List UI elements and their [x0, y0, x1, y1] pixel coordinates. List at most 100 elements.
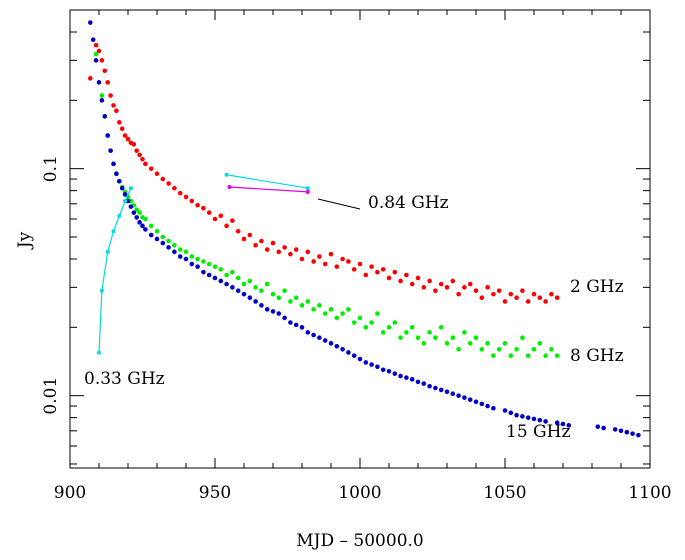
data-point: [195, 256, 200, 262]
data-point: [415, 379, 421, 385]
data-point: [282, 288, 287, 293]
data-point: [195, 202, 200, 208]
data-point: [299, 256, 305, 262]
data-point: [467, 341, 473, 346]
data-point: [105, 80, 110, 85]
data-point: [189, 261, 195, 267]
x-tick-label: 950: [199, 483, 231, 503]
data-point: [117, 178, 122, 184]
data-point: [177, 190, 183, 196]
data-point: [415, 335, 421, 341]
data-point: [305, 299, 311, 304]
data-point: [473, 288, 479, 293]
x-tick-label: 1000: [338, 483, 381, 503]
data-point: [148, 166, 154, 171]
data-point: [96, 48, 102, 54]
data-point: [123, 199, 128, 204]
data-point: [189, 254, 195, 259]
data-point: [276, 311, 282, 316]
data-point: [134, 148, 139, 153]
data-point: [183, 249, 189, 255]
data-point: [122, 192, 128, 197]
data-point: [201, 259, 206, 264]
data-point: [253, 242, 258, 248]
data-point: [537, 341, 543, 346]
data-point: [380, 330, 386, 335]
data-point: [543, 299, 548, 304]
data-point: [491, 353, 496, 358]
data-point: [195, 264, 200, 269]
data-point: [525, 299, 531, 304]
data-point: [99, 93, 105, 98]
data-point: [357, 261, 363, 267]
data-point: [456, 291, 461, 297]
data-point: [114, 108, 119, 114]
data-point: [224, 281, 229, 287]
data-point: [131, 142, 137, 147]
data-point: [404, 330, 409, 335]
data-point: [166, 238, 171, 244]
data-point: [502, 299, 508, 304]
data-point: [560, 421, 566, 427]
data-point: [375, 269, 380, 275]
data-point: [166, 181, 171, 186]
data-point: [148, 232, 154, 238]
axis-ticks: [69, 9, 651, 468]
data-point: [218, 213, 224, 219]
data-point: [554, 420, 560, 426]
data-point: [467, 397, 473, 402]
data-point: [636, 432, 641, 438]
series-line: [98, 187, 132, 353]
data-point: [630, 431, 635, 436]
data-point: [421, 341, 427, 346]
data-point: [206, 272, 212, 278]
series-2-ghz: [88, 42, 560, 304]
data-point: [479, 295, 485, 301]
data-point: [259, 303, 264, 308]
data-point: [293, 295, 299, 301]
data-point: [462, 285, 467, 290]
data-point: [392, 269, 398, 275]
data-point: [218, 267, 224, 272]
data-point: [134, 215, 139, 220]
data-point: [111, 161, 116, 167]
data-point: [531, 291, 537, 297]
data-point: [369, 264, 374, 269]
series-0-33-ghz: [97, 186, 133, 355]
data-point: [93, 51, 99, 57]
data-point: [270, 309, 276, 314]
data-point: [99, 98, 105, 103]
data-point: [514, 412, 519, 418]
data-point: [427, 278, 432, 284]
data-point: [491, 405, 496, 411]
data-point: [444, 389, 450, 395]
data-point: [259, 288, 264, 293]
data-point: [514, 347, 519, 352]
data-point: [438, 325, 444, 330]
data-point: [143, 216, 148, 222]
series-0-84-ghz: [224, 172, 310, 191]
data-point: [218, 278, 224, 284]
x-tick-label: 900: [54, 483, 86, 503]
data-point: [114, 171, 119, 177]
data-point: [241, 291, 247, 297]
data-point: [369, 320, 374, 325]
data-point: [235, 288, 241, 293]
data-point: [259, 238, 264, 244]
data-point: [351, 320, 357, 325]
data-point: [485, 403, 490, 409]
data-point: [450, 278, 456, 284]
data-point: [496, 347, 502, 352]
data-point: [351, 267, 357, 272]
data-point: [456, 393, 461, 398]
data-point: [363, 272, 369, 278]
data-point: [502, 341, 508, 346]
data-point: [351, 353, 357, 358]
data-point: [253, 299, 258, 304]
data-point: [108, 93, 113, 98]
data-point: [322, 338, 328, 343]
data-point: [369, 362, 374, 367]
data-point: [612, 427, 618, 432]
data-point: [427, 330, 432, 335]
data-point: [317, 335, 322, 341]
